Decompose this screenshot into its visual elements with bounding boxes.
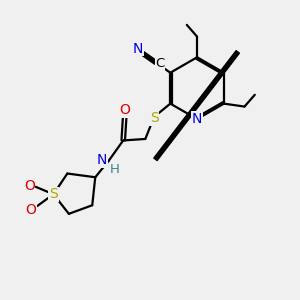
Text: N: N [97,154,107,167]
Text: O: O [25,203,36,218]
Text: N: N [133,42,143,56]
Text: H: H [110,163,119,176]
Text: N: N [192,112,202,126]
Text: C: C [155,57,165,70]
Text: O: O [24,179,35,193]
Text: S: S [49,187,58,201]
Text: O: O [119,103,130,117]
Text: S: S [150,111,158,125]
